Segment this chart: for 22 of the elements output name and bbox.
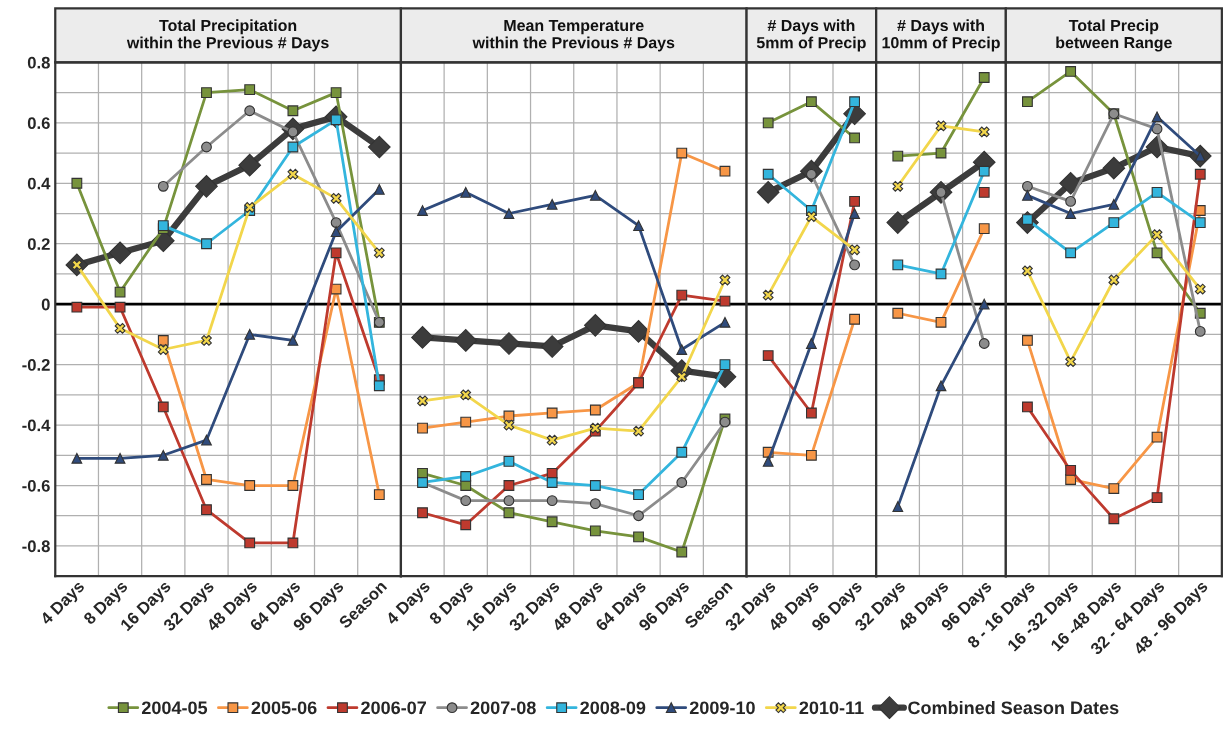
y-tick-label: -0.4 <box>22 419 51 432</box>
y-tick-label: -0.2 <box>22 359 50 371</box>
legend-label: 2008-09 <box>580 701 646 715</box>
chart-title: Mean Temperature within the Previous # Days <box>472 19 675 52</box>
legend-label: 2004-05 <box>141 701 208 715</box>
legend-label: 2007-08 <box>470 701 536 715</box>
y-tick-label: 0.8 <box>27 56 50 69</box>
chart-title: Total Precip between Range <box>1056 19 1172 52</box>
chart-title: Total Precipitation within the Previous # Days <box>126 19 329 52</box>
y-tick-label: 0.2 <box>27 238 50 250</box>
legend-label: 2005-06 <box>251 701 317 715</box>
legend-label: 2010-11 <box>799 701 864 715</box>
y-tick-label: 0 <box>41 298 50 311</box>
y-tick-label: -0.8 <box>22 540 50 553</box>
chart-title: # Days with 5mm of Precip <box>756 19 866 52</box>
legend-label: 2006-07 <box>361 701 426 715</box>
y-tick-label: -0.6 <box>22 479 50 492</box>
y-tick-label: 0.6 <box>27 117 50 130</box>
legend-label: Combined Season Dates <box>908 700 1119 715</box>
y-tick-label: 0.4 <box>27 177 51 190</box>
chart-title: # Days with 10mm of Precip <box>882 19 1000 52</box>
legend-label: 2009-10 <box>689 701 755 715</box>
